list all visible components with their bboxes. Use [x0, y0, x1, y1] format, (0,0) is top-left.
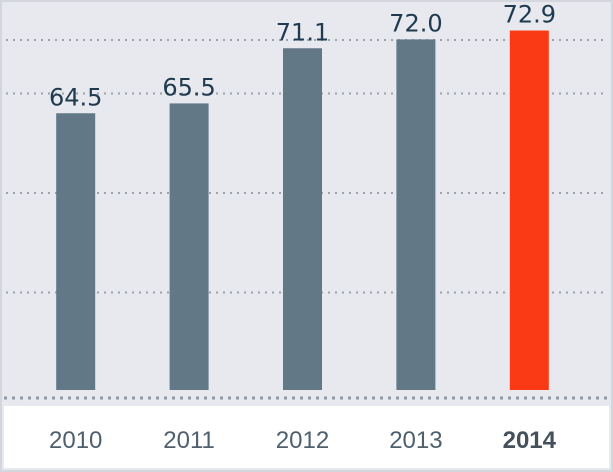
x-tick-2012: 2012 — [276, 427, 329, 454]
x-tick-labels: 2010 2011 2012 2013 2014 — [49, 427, 557, 454]
bar-2010 — [56, 113, 96, 391]
bars — [56, 30, 549, 391]
value-label-2014: 72.9 — [503, 1, 556, 29]
x-tick-2013: 2013 — [389, 427, 442, 454]
value-label-2013: 72.0 — [389, 9, 442, 37]
bar-2014 — [509, 30, 549, 390]
x-axis-strip — [4, 406, 609, 468]
x-tick-2014: 2014 — [503, 427, 557, 454]
value-labels: 64.5 65.5 71.1 72.0 72.9 — [49, 1, 556, 112]
bar-2013 — [396, 39, 436, 390]
value-label-2010: 64.5 — [49, 83, 102, 111]
x-tick-2011: 2011 — [163, 427, 215, 454]
bar-2012 — [283, 48, 322, 391]
value-label-2011: 65.5 — [162, 73, 215, 101]
x-tick-2010: 2010 — [49, 427, 102, 454]
value-label-2012: 71.1 — [276, 18, 329, 46]
bar-2011 — [169, 103, 209, 390]
